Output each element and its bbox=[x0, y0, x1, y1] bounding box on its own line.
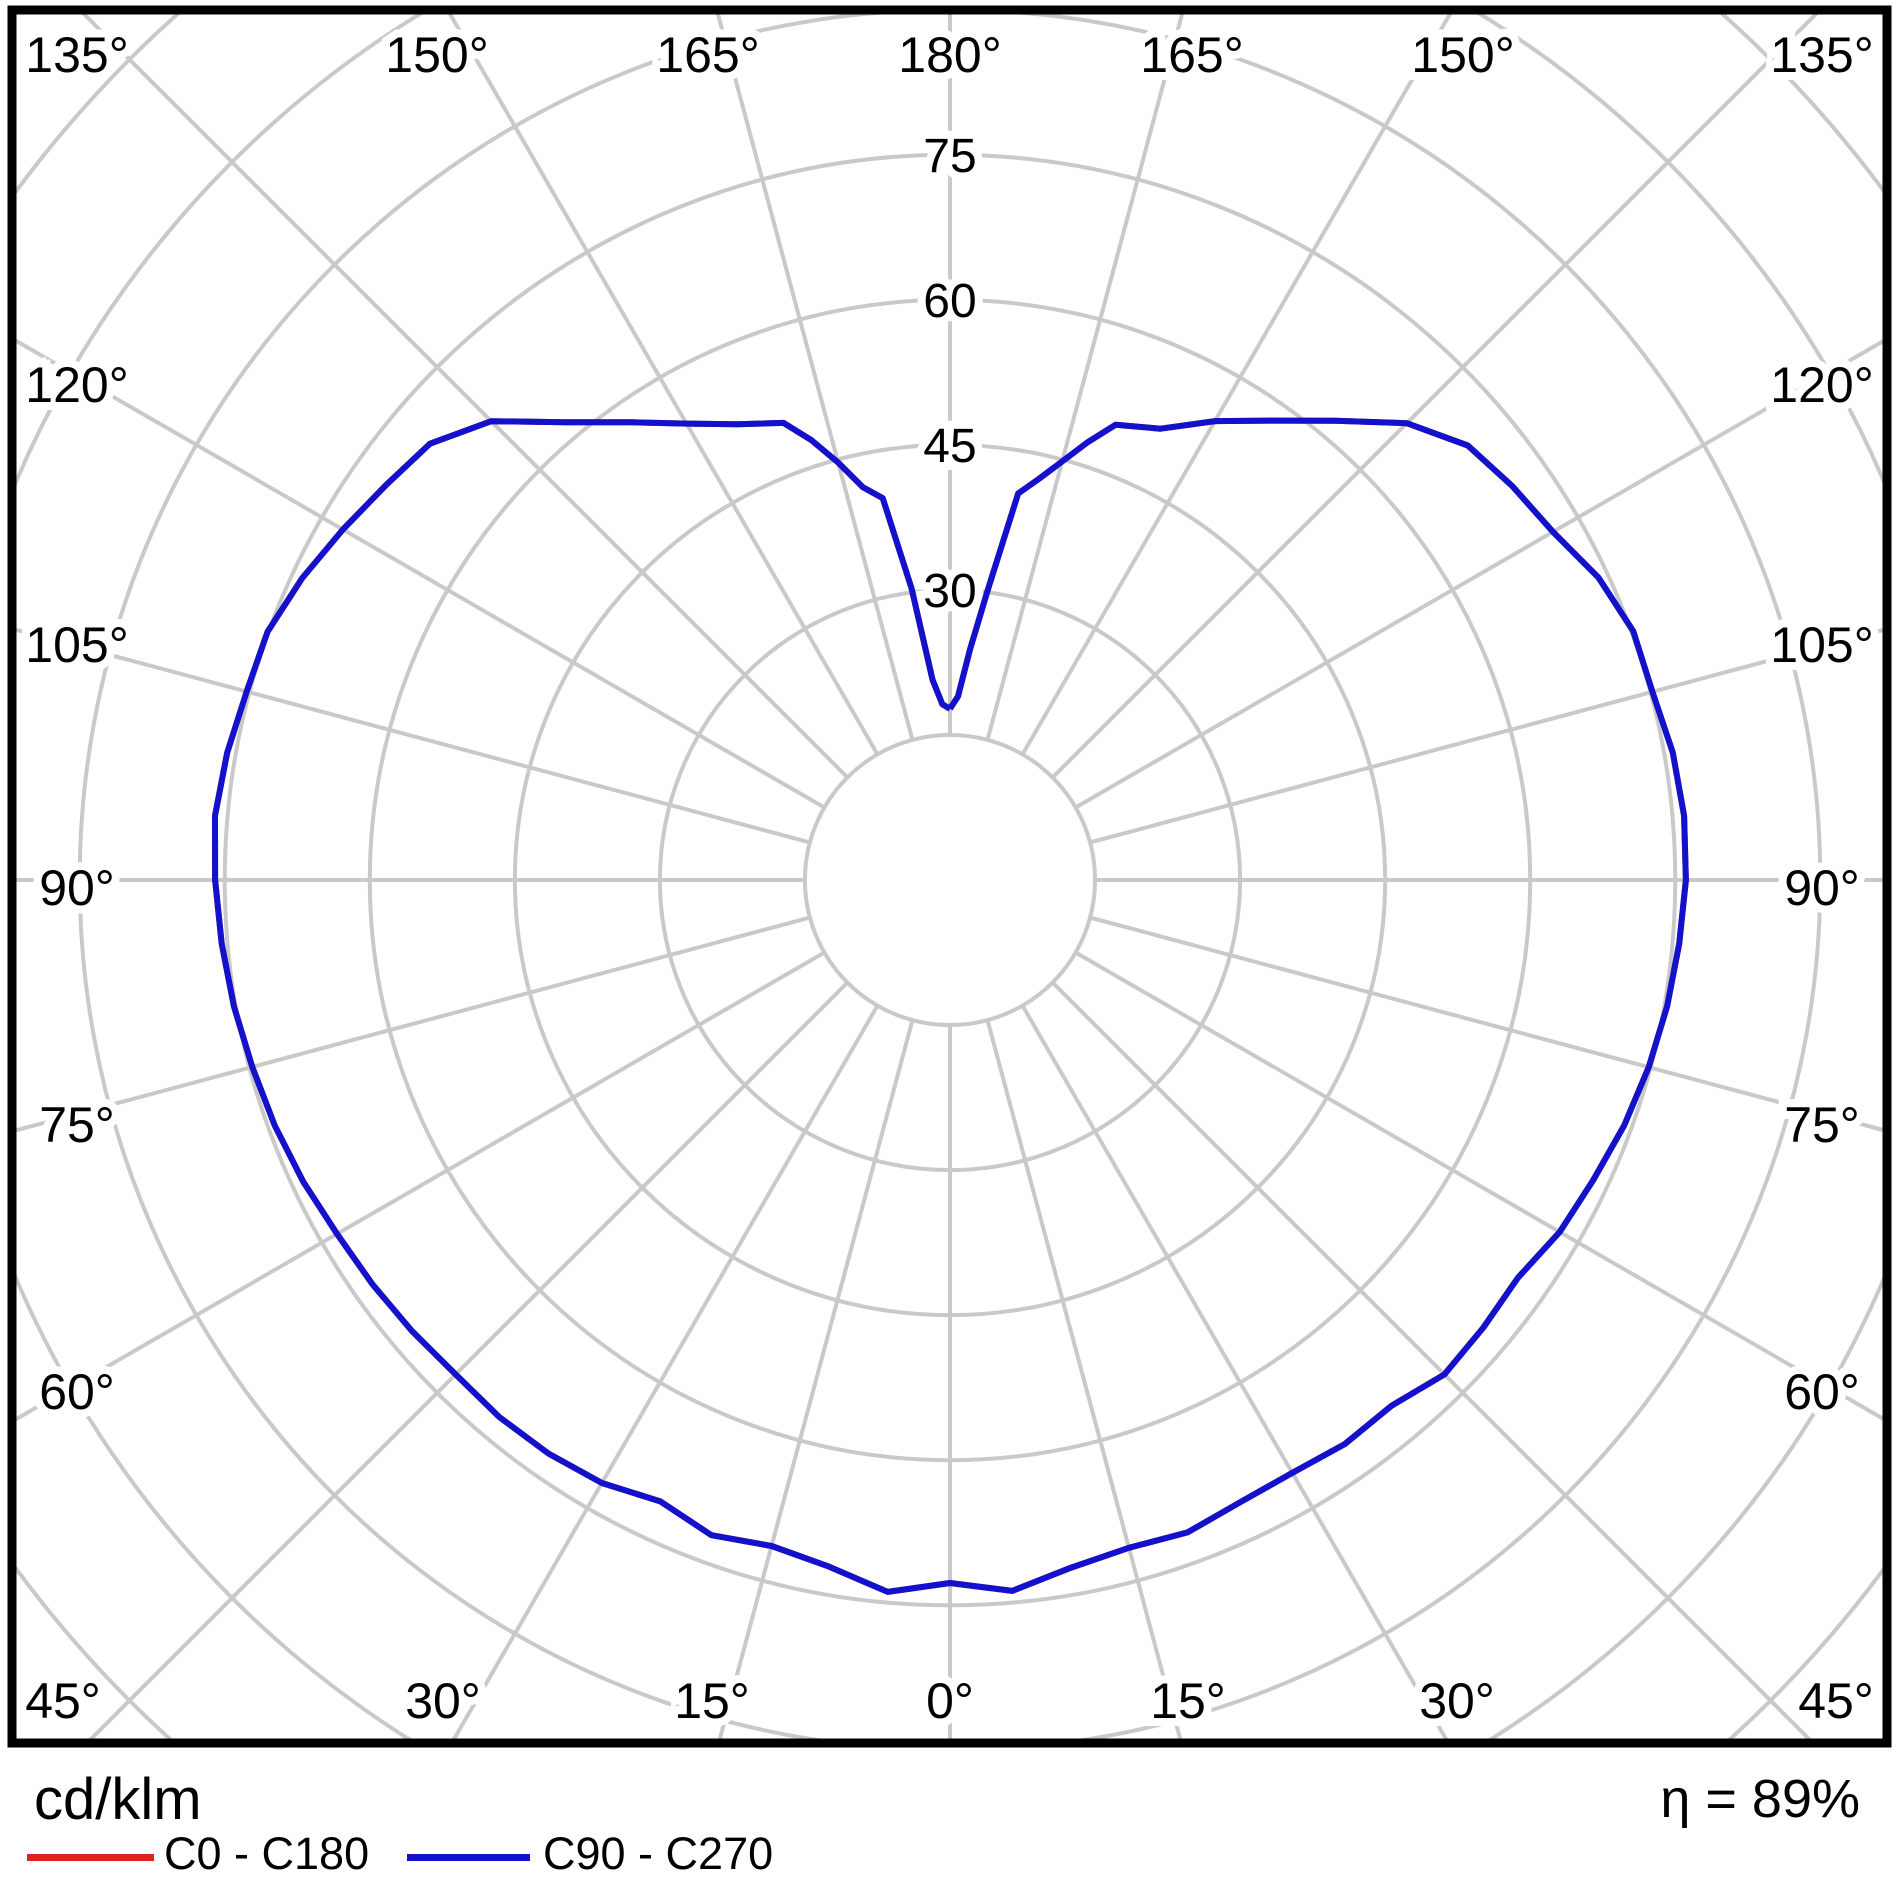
grid-ray bbox=[16, 950, 826, 1422]
angle-label: 120° bbox=[25, 357, 128, 413]
grid-ray bbox=[1020, 1004, 1449, 1739]
grid-ray bbox=[88, 981, 849, 1739]
legend-label-c0-c180: C0 - C180 bbox=[164, 1828, 370, 1879]
radial-tick-labels: 30 45 60 75 bbox=[915, 122, 984, 626]
angle-label: 105° bbox=[25, 617, 128, 673]
grid-ray bbox=[1051, 14, 1819, 779]
grid-ray bbox=[985, 14, 1185, 741]
angle-label: 30° bbox=[405, 1673, 481, 1729]
angle-label: 30° bbox=[1419, 1673, 1495, 1729]
grid-ray bbox=[447, 14, 880, 756]
legend-swatch-c90-c270-icon bbox=[407, 1854, 530, 1861]
angle-label: 90° bbox=[1784, 860, 1860, 916]
legend-swatch-c0-c180-icon bbox=[27, 1854, 154, 1861]
angle-labels: 135° 150° 165° 180° 165° 150° 135° 120° 105° 90° 7… bbox=[17, 19, 1882, 1737]
grid-ray bbox=[451, 1004, 880, 1739]
angle-label: 135° bbox=[1770, 27, 1873, 83]
grid-ray bbox=[985, 1019, 1183, 1739]
angle-label: 120° bbox=[1770, 357, 1873, 413]
units-label: cd/klm bbox=[34, 1767, 202, 1832]
grid-ray bbox=[1020, 14, 1453, 756]
radial-tick-label: 75 bbox=[923, 130, 976, 183]
angle-label: 135° bbox=[25, 27, 128, 83]
angle-label: 165° bbox=[656, 27, 759, 83]
angle-label: 60° bbox=[39, 1364, 115, 1420]
angle-label: 0° bbox=[926, 1673, 974, 1729]
legend-label-c90-c270: C90 - C270 bbox=[543, 1828, 774, 1879]
angle-label: 165° bbox=[1140, 27, 1243, 83]
angle-label: 60° bbox=[1784, 1364, 1860, 1420]
curve-c90-c270 bbox=[212, 417, 1689, 1595]
radial-tick-label: 60 bbox=[923, 275, 976, 328]
efficiency-label: η = 89% bbox=[1660, 1769, 1860, 1829]
radial-tick-label: 45 bbox=[923, 420, 976, 473]
grid-ray bbox=[1074, 339, 1883, 810]
grid-ray bbox=[16, 627, 811, 845]
angle-label: 45° bbox=[25, 1673, 101, 1729]
grid-ray bbox=[1074, 950, 1883, 1421]
grid-ray bbox=[16, 915, 811, 1133]
angle-label: 150° bbox=[1411, 27, 1514, 83]
angle-label: 150° bbox=[385, 27, 488, 83]
angle-label: 90° bbox=[39, 860, 115, 916]
angle-label: 180° bbox=[898, 27, 1001, 83]
angle-label: 105° bbox=[1770, 617, 1873, 673]
grid-ray bbox=[1089, 915, 1883, 1133]
plot-border bbox=[7, 5, 1892, 1748]
angle-label: 45° bbox=[1798, 1673, 1874, 1729]
grid-ray bbox=[1051, 981, 1812, 1739]
angle-label: 75° bbox=[1784, 1097, 1860, 1153]
grid-ray bbox=[81, 14, 849, 779]
angle-label: 15° bbox=[1150, 1673, 1226, 1729]
grid-ray bbox=[1089, 627, 1883, 845]
grid-ray bbox=[16, 338, 826, 810]
radial-tick-label: 30 bbox=[923, 565, 976, 618]
legend: C0 - C180 C90 - C270 bbox=[0, 1828, 1900, 1888]
grid-ray bbox=[717, 1019, 915, 1739]
angle-label: 15° bbox=[674, 1673, 750, 1729]
angle-label: 75° bbox=[39, 1097, 115, 1153]
grid-ray bbox=[715, 14, 915, 741]
